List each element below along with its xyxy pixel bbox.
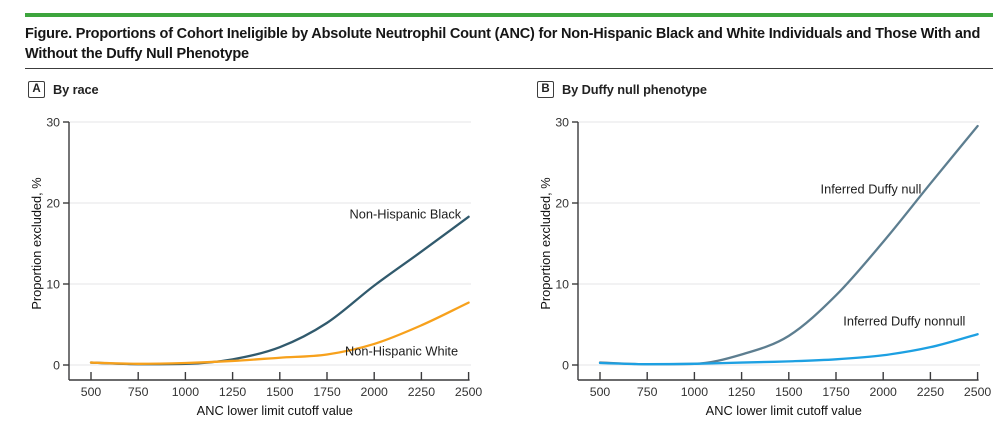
y-tick-label-30: 30 bbox=[46, 115, 60, 129]
x-tick-label-2250: 2250 bbox=[408, 385, 436, 399]
x-tick-label-2000: 2000 bbox=[870, 385, 898, 399]
chart-by-race: 0 10 20 30 500 750 1000 1250 1500 1750 2000 2250 250… bbox=[29, 115, 483, 418]
panel-a-title: By race bbox=[53, 81, 99, 97]
chart-by-duffy-null-phenotype: 0 10 20 30 500 750 1000 1250 1500 1750 2000 2250 250… bbox=[538, 115, 992, 418]
y-tick-label-20: 20 bbox=[46, 196, 60, 210]
y-tick-label-10: 10 bbox=[555, 277, 569, 291]
y-axis-title: Proportion excluded, % bbox=[538, 177, 553, 309]
x-tick-label-1750: 1750 bbox=[313, 385, 341, 399]
x-tick-label-750: 750 bbox=[637, 385, 658, 399]
panel-b-header: B By Duffy null phenotype bbox=[537, 80, 1000, 98]
y-tick-label-0: 0 bbox=[562, 358, 569, 372]
y-axis-title: Proportion excluded, % bbox=[29, 177, 44, 309]
x-tick-label-2250: 2250 bbox=[917, 385, 945, 399]
panel-by-duffy-null-phenotype: B By Duffy null phenotype 0 10 20 30 500 750 1… bbox=[534, 80, 1000, 434]
series-line-non-hispanic-white bbox=[89, 301, 470, 365]
y-tick-label-30: 30 bbox=[555, 115, 569, 129]
x-axis-title: ANC lower limit cutoff value bbox=[197, 403, 353, 418]
x-tick-label-2500: 2500 bbox=[455, 385, 483, 399]
series-label-inferred-duffy-null: Inferred Duffy null bbox=[821, 182, 922, 197]
panel-b-letter-badge: B bbox=[537, 80, 554, 98]
x-tick-label-1000: 1000 bbox=[681, 385, 709, 399]
x-tick-label-2000: 2000 bbox=[361, 385, 389, 399]
title-divider bbox=[25, 68, 993, 69]
x-tick-label-1500: 1500 bbox=[266, 385, 294, 399]
x-tick-label-1500: 1500 bbox=[775, 385, 803, 399]
panel-a-letter-badge: A bbox=[28, 80, 45, 98]
x-tick-label-500: 500 bbox=[590, 385, 611, 399]
figure-title: Figure. Proportions of Cohort Ineligible… bbox=[25, 26, 981, 62]
panel-a-header: A By race bbox=[28, 80, 495, 98]
series-line-non-hispanic-black bbox=[89, 215, 470, 366]
series-label-non-hispanic-black: Non-Hispanic Black bbox=[350, 207, 462, 222]
accent-bar bbox=[25, 13, 993, 17]
series-line-inferred-duffy-nonnull bbox=[598, 333, 979, 366]
x-tick-label-1250: 1250 bbox=[728, 385, 756, 399]
x-tick-label-1750: 1750 bbox=[822, 385, 850, 399]
panel-b-title: By Duffy null phenotype bbox=[562, 81, 707, 97]
x-tick-label-1250: 1250 bbox=[219, 385, 247, 399]
panel-by-race: A By race 0 10 20 30 500 750 1000 1250 1500 1750 2… bbox=[25, 80, 495, 434]
x-tick-label-750: 750 bbox=[128, 385, 149, 399]
y-tick-label-20: 20 bbox=[555, 196, 569, 210]
x-tick-label-2500: 2500 bbox=[964, 385, 992, 399]
y-tick-label-0: 0 bbox=[53, 358, 60, 372]
x-tick-label-500: 500 bbox=[81, 385, 102, 399]
series-label-non-hispanic-white: Non-Hispanic White bbox=[345, 344, 458, 359]
x-tick-label-1000: 1000 bbox=[172, 385, 200, 399]
series-label-inferred-duffy-nonnull: Inferred Duffy nonnull bbox=[843, 314, 965, 329]
y-tick-label-10: 10 bbox=[46, 277, 60, 291]
x-axis-title: ANC lower limit cutoff value bbox=[706, 403, 862, 418]
